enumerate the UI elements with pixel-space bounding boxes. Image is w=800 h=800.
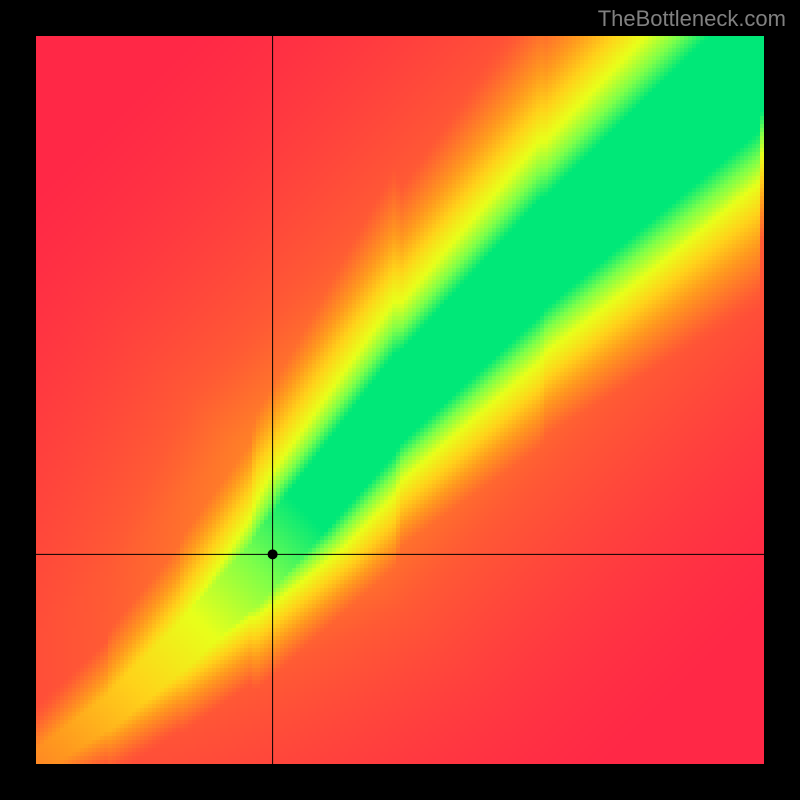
bottleneck-heatmap bbox=[36, 36, 764, 764]
heatmap-canvas bbox=[36, 36, 764, 764]
watermark-text: TheBottleneck.com bbox=[598, 6, 786, 32]
